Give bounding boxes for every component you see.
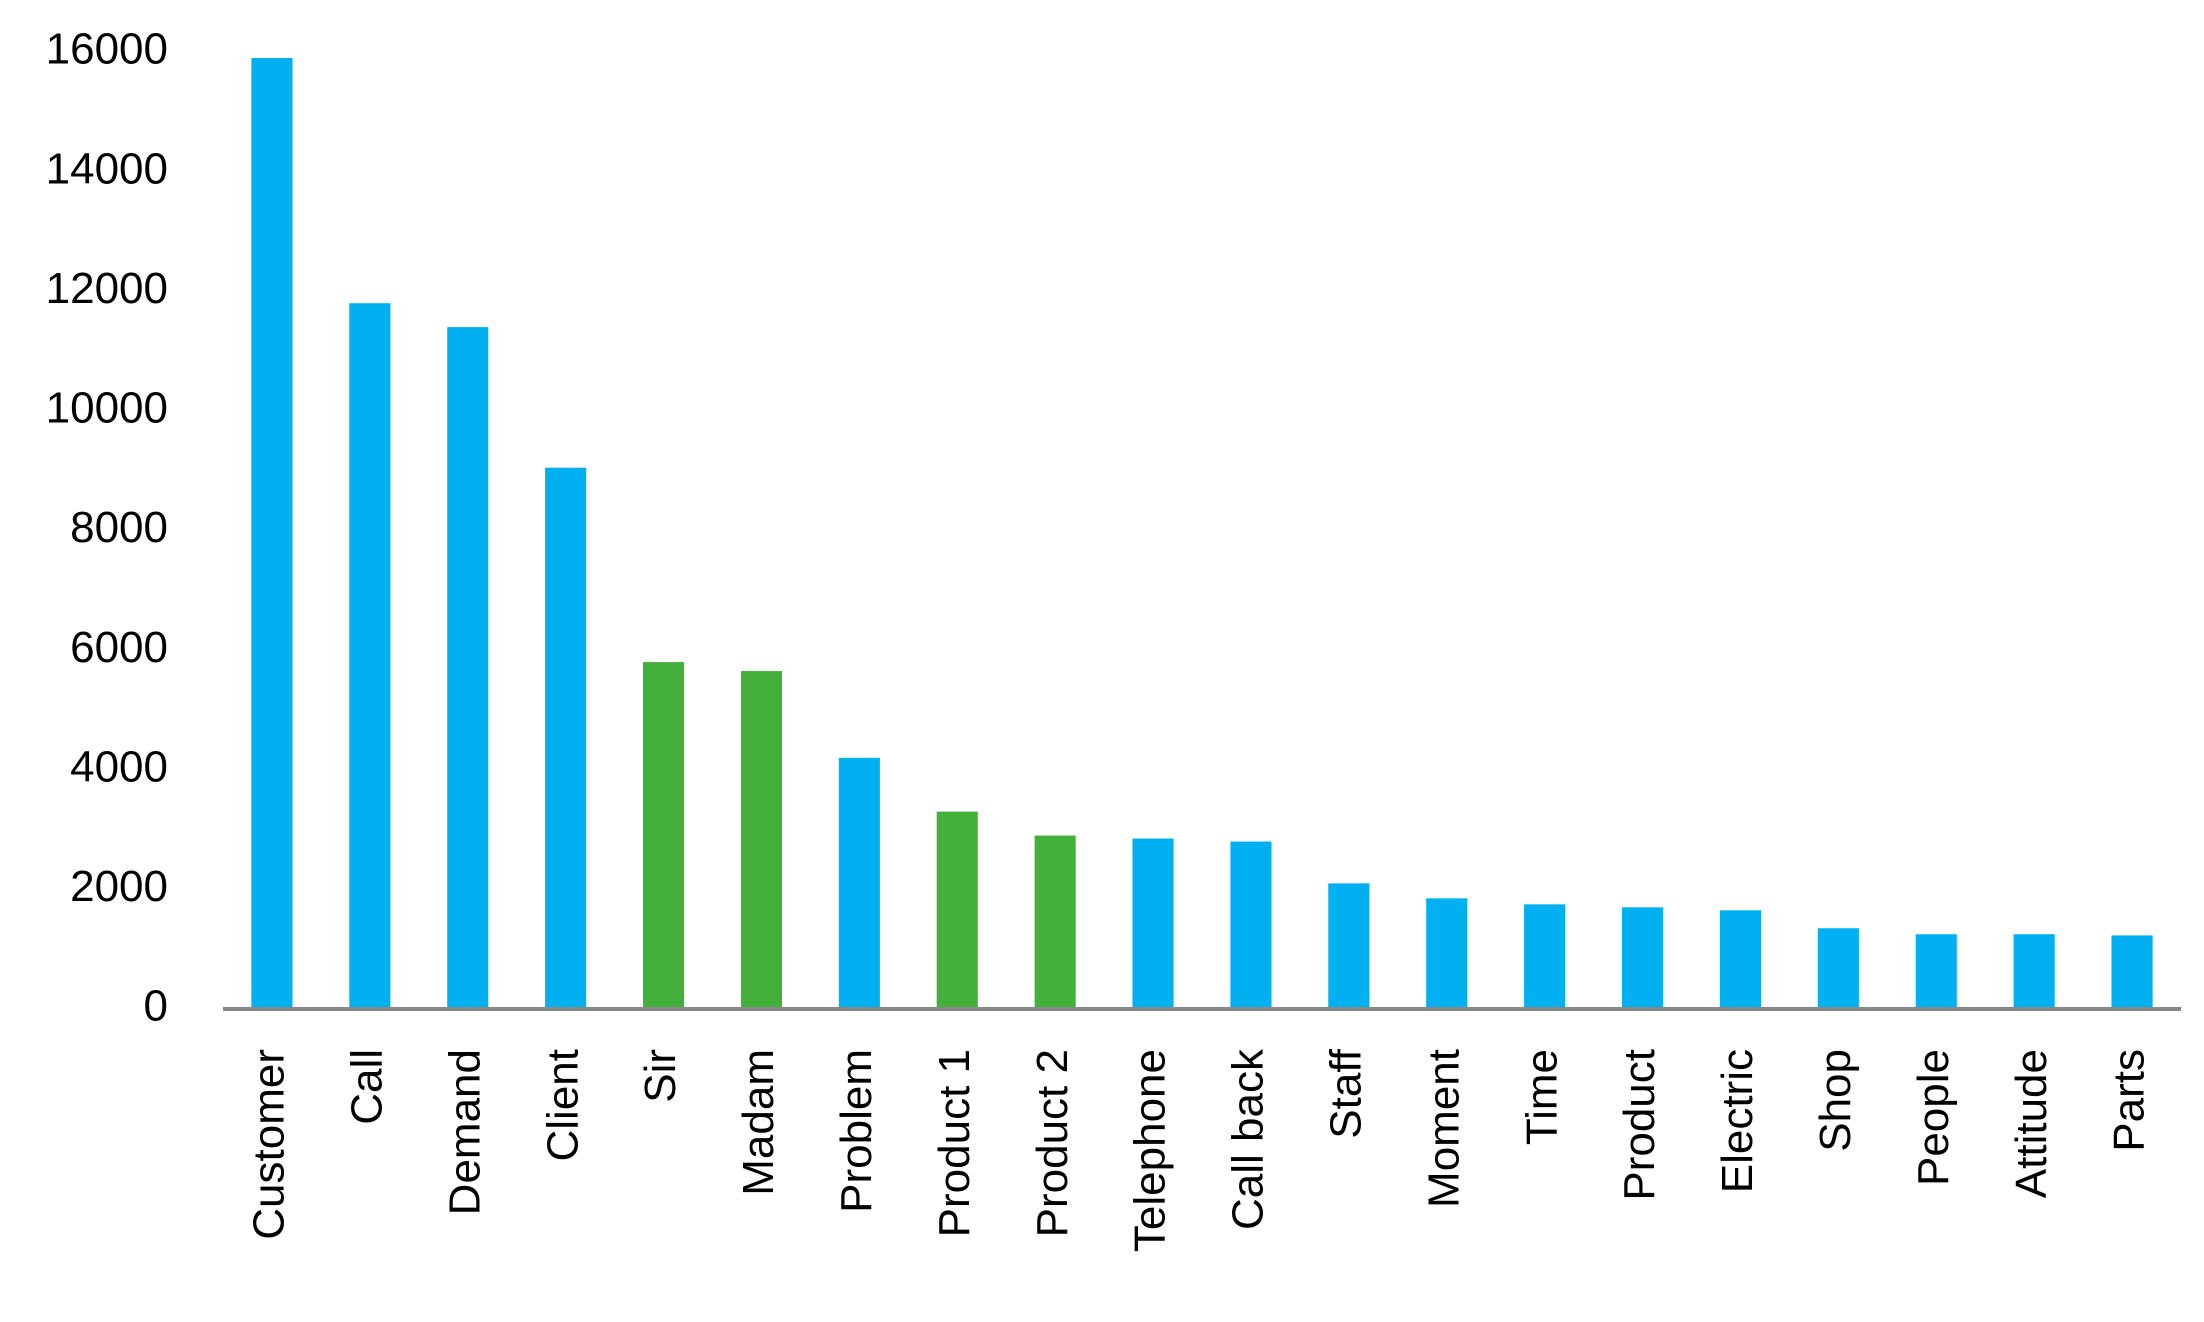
bar — [1426, 898, 1468, 1009]
bar — [349, 303, 391, 1009]
x-tick-label: Electric — [1713, 1049, 1762, 1193]
x-tick-label: Madam — [734, 1049, 783, 1196]
x-tick-label: Shop — [1811, 1049, 1860, 1152]
bar — [251, 57, 293, 1009]
bar — [1621, 907, 1664, 1009]
y-tick-label: 16000 — [46, 25, 168, 74]
x-tick-label: Problem — [832, 1049, 881, 1213]
x-tick-label: Product — [1615, 1049, 1664, 1201]
y-tick-label: 12000 — [46, 264, 168, 313]
y-tick-label: 14000 — [46, 144, 168, 193]
bar — [2111, 935, 2153, 1009]
x-tick-label: Demand — [440, 1049, 489, 1215]
y-tick-label: 6000 — [70, 623, 168, 672]
x-tick-label: Parts — [2105, 1049, 2154, 1152]
x-tick-label: Client — [538, 1049, 587, 1162]
x-tick-label: Sir — [636, 1049, 685, 1103]
bar — [838, 757, 880, 1009]
bar — [447, 327, 489, 1009]
bar — [1230, 841, 1272, 1009]
x-tick-label: Attitude — [2007, 1049, 2056, 1198]
x-tick-label: Call — [342, 1049, 391, 1125]
bar — [1328, 883, 1370, 1009]
y-tick-label: 4000 — [70, 742, 168, 791]
bar — [1719, 910, 1762, 1009]
bar — [740, 671, 783, 1009]
bar — [1817, 928, 1859, 1009]
x-tick-label: Product 1 — [930, 1049, 979, 1237]
x-tick-label: Time — [1517, 1049, 1566, 1145]
y-tick-label: 0 — [144, 982, 168, 1031]
x-tick-label: Staff — [1321, 1048, 1370, 1138]
bar — [936, 811, 978, 1009]
bar — [545, 467, 587, 1009]
y-tick-label: 10000 — [46, 384, 168, 433]
bar — [2013, 934, 2055, 1009]
x-tick-label: Customer — [245, 1049, 294, 1240]
bar — [1524, 904, 1566, 1009]
x-tick-label: Product 2 — [1028, 1049, 1077, 1237]
x-tick-label: Telephone — [1126, 1049, 1175, 1252]
bar — [642, 662, 685, 1009]
bar — [1034, 835, 1076, 1009]
x-tick-label: Moment — [1419, 1049, 1468, 1208]
y-tick-label: 8000 — [70, 503, 168, 552]
bar — [1132, 838, 1174, 1009]
bar — [1915, 934, 1957, 1009]
x-tick-label: Call back — [1224, 1048, 1273, 1230]
x-tick-label: People — [1909, 1049, 1958, 1186]
y-tick-label: 2000 — [70, 862, 168, 911]
